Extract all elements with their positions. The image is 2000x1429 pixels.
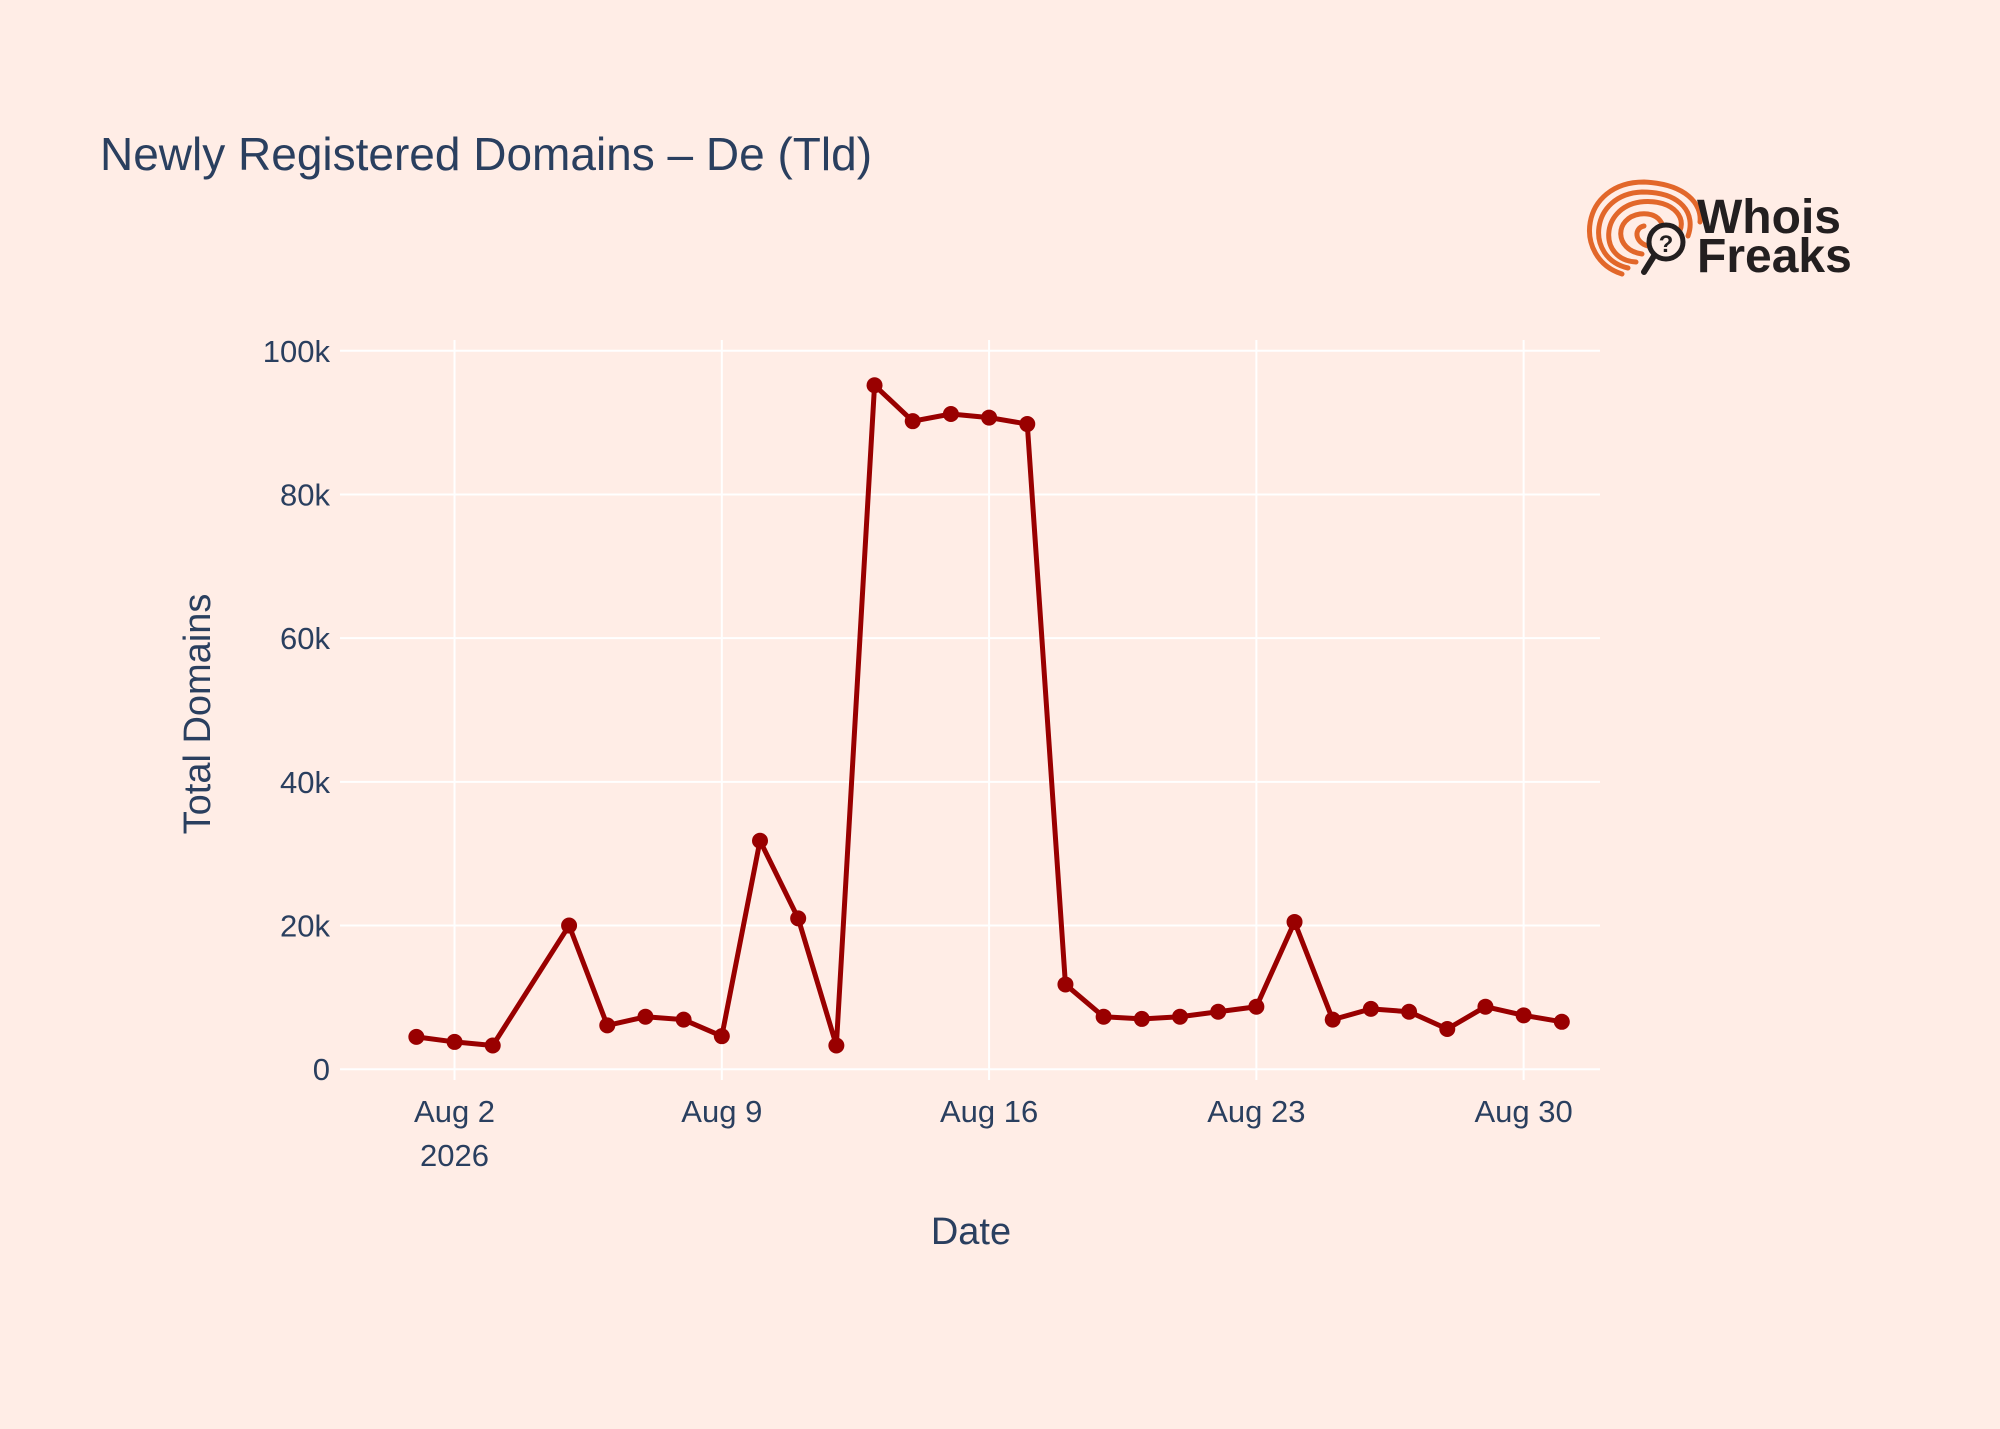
y-tick-label: 0	[313, 1052, 330, 1087]
grid	[340, 340, 1600, 1080]
data-point[interactable]	[1362, 1000, 1379, 1017]
x-tick-label: Aug 2	[414, 1094, 495, 1129]
data-point[interactable]	[752, 832, 768, 849]
data-point[interactable]	[713, 1028, 730, 1045]
data-point[interactable]	[1515, 1007, 1532, 1024]
y-tick-label: 20k	[280, 909, 330, 944]
data-point[interactable]	[1248, 998, 1265, 1015]
data-point[interactable]	[1133, 1010, 1150, 1027]
data-point[interactable]	[981, 409, 998, 426]
logo: ? Whois Freaks	[1587, 179, 1852, 283]
data-point[interactable]	[561, 917, 578, 934]
series-layer	[408, 377, 1570, 1054]
data-point[interactable]	[904, 413, 921, 430]
x-tick-label: Aug 30	[1475, 1094, 1573, 1129]
x-tick-label: Aug 16	[940, 1094, 1038, 1129]
x-tick-label: Aug 23	[1207, 1094, 1305, 1129]
logo-text-line2: Freaks	[1697, 230, 1852, 283]
x-tick-label: Aug 9	[681, 1094, 762, 1129]
data-point[interactable]	[1324, 1011, 1341, 1028]
data-point[interactable]	[1553, 1013, 1570, 1030]
data-point[interactable]	[1057, 976, 1074, 993]
data-point[interactable]	[1019, 416, 1036, 433]
data-point[interactable]	[1095, 1008, 1112, 1025]
y-axis-ticks: 0 20k 40k 60k 80k 100k	[263, 334, 331, 1087]
y-tick-label: 100k	[263, 334, 331, 369]
x-axis-title: Date	[931, 1211, 1011, 1253]
data-point[interactable]	[1172, 1008, 1188, 1025]
data-point[interactable]	[408, 1028, 425, 1045]
x-tick-sublabel: 2026	[420, 1138, 489, 1173]
logo-text-line1: Whois	[1697, 191, 1841, 244]
y-tick-label: 80k	[280, 477, 330, 512]
data-point[interactable]	[1286, 913, 1303, 930]
data-point[interactable]	[790, 910, 807, 927]
data-point[interactable]	[828, 1037, 845, 1054]
fingerprint-search-icon: ?	[1587, 179, 1703, 277]
data-point[interactable]	[675, 1011, 692, 1028]
y-axis-title: Total Domains	[177, 594, 219, 835]
data-point[interactable]	[1439, 1020, 1456, 1037]
data-point[interactable]	[446, 1033, 463, 1050]
y-tick-label: 40k	[280, 765, 330, 800]
data-point[interactable]	[942, 406, 959, 422]
data-point[interactable]	[637, 1008, 654, 1025]
data-point[interactable]	[484, 1037, 501, 1054]
data-point[interactable]	[1401, 1003, 1418, 1020]
y-tick-label: 60k	[280, 621, 330, 656]
data-point[interactable]	[599, 1017, 616, 1034]
x-axis-ticks: Aug 2 2026 Aug 9 Aug 16 Aug 23 Aug 30	[414, 1094, 1573, 1173]
chart-title: Newly Registered Domains – De (Tld)	[100, 128, 872, 180]
data-point[interactable]	[1210, 1003, 1227, 1020]
svg-text:?: ?	[1659, 231, 1674, 258]
data-point[interactable]	[1477, 998, 1494, 1015]
data-point[interactable]	[866, 377, 883, 394]
